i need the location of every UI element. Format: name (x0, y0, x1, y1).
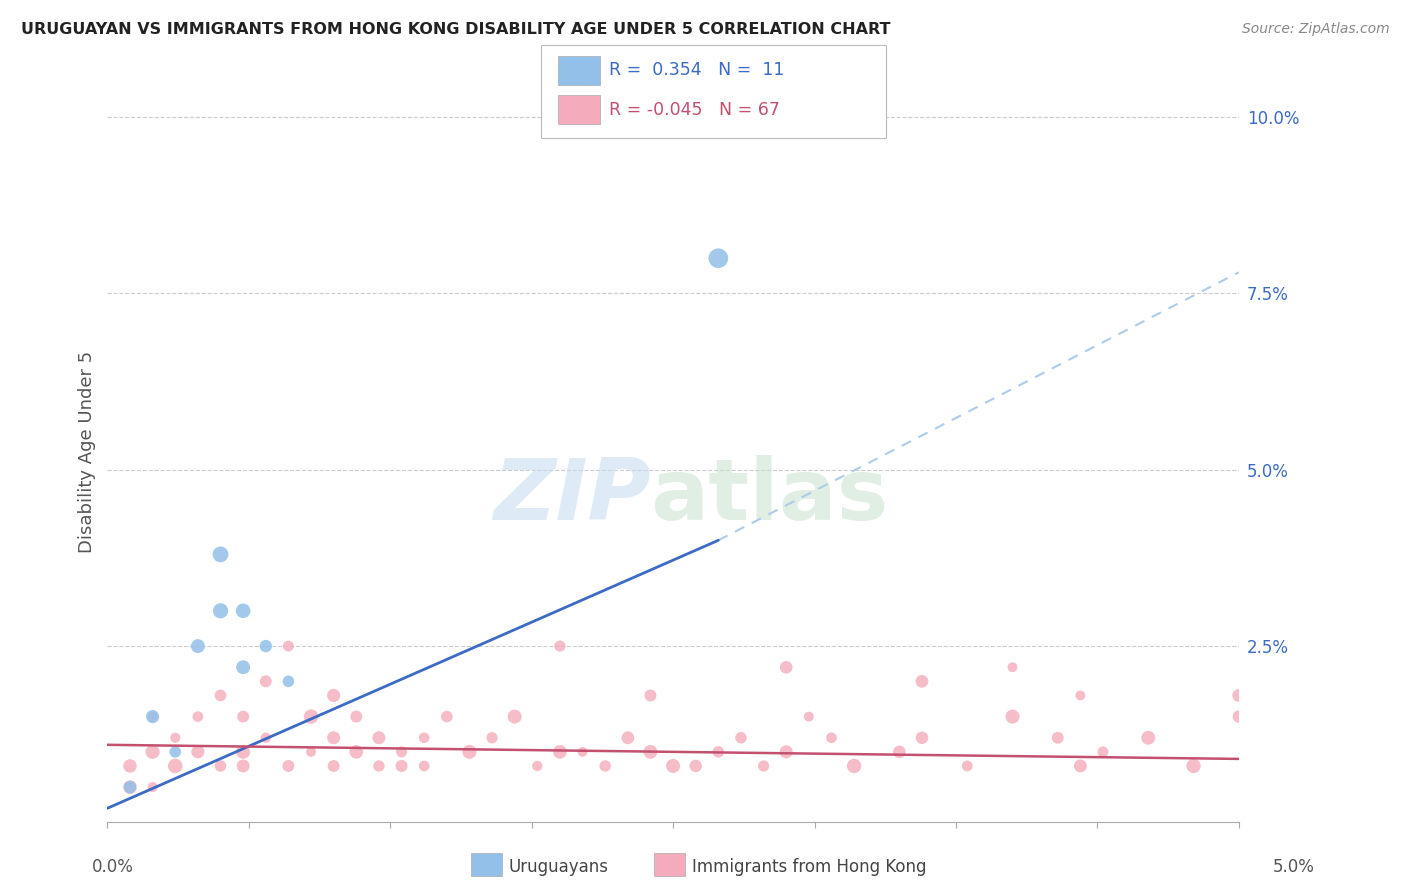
Point (232, 709, 254, 723)
Text: Immigrants from Hong Kong: Immigrants from Hong Kong (692, 858, 927, 876)
Text: atlas: atlas (651, 455, 889, 538)
Point (911, 674, 934, 689)
Point (165, 745, 187, 759)
Point (232, 759, 254, 773)
Point (187, 709, 209, 723)
Point (299, 709, 322, 723)
Point (640, 689, 662, 703)
Point (232, 745, 254, 759)
Point (209, 604, 232, 618)
Point (165, 731, 187, 745)
Text: 5.0%: 5.0% (1272, 858, 1315, 876)
Point (344, 709, 367, 723)
Point (662, 759, 685, 773)
Point (277, 759, 299, 773)
Point (118, 780, 141, 794)
Point (481, 731, 503, 745)
Point (1046, 731, 1069, 745)
Point (1069, 689, 1091, 703)
Point (956, 759, 979, 773)
Point (548, 639, 571, 653)
Point (209, 689, 232, 703)
Point (209, 759, 232, 773)
Point (344, 745, 367, 759)
Point (1092, 745, 1115, 759)
Point (797, 709, 820, 723)
Point (391, 745, 413, 759)
Point (1001, 709, 1024, 723)
Point (187, 639, 209, 653)
Point (436, 709, 458, 723)
Point (142, 709, 165, 723)
Point (254, 639, 277, 653)
Point (1227, 709, 1250, 723)
Point (299, 745, 322, 759)
Point (752, 759, 775, 773)
Text: Source: ZipAtlas.com: Source: ZipAtlas.com (1241, 22, 1389, 37)
Point (277, 639, 299, 653)
Point (367, 759, 389, 773)
Point (548, 745, 571, 759)
Point (707, 251, 730, 265)
Text: 0.0%: 0.0% (91, 858, 134, 876)
Point (254, 731, 277, 745)
Point (1137, 731, 1160, 745)
Point (458, 745, 481, 759)
Point (640, 745, 662, 759)
Text: R =  0.354   N =  11: R = 0.354 N = 11 (609, 62, 785, 79)
Point (367, 731, 389, 745)
Point (142, 745, 165, 759)
Point (322, 689, 344, 703)
Point (1069, 759, 1091, 773)
Point (165, 759, 187, 773)
Point (322, 731, 344, 745)
Point (730, 731, 752, 745)
Point (617, 731, 640, 745)
Point (707, 745, 730, 759)
Point (1001, 660, 1024, 674)
Point (889, 745, 911, 759)
Point (820, 731, 842, 745)
Point (254, 674, 277, 689)
Point (571, 745, 593, 759)
Point (685, 759, 707, 773)
Point (1182, 759, 1205, 773)
Point (842, 759, 865, 773)
Point (775, 660, 797, 674)
Point (413, 759, 436, 773)
Point (503, 709, 526, 723)
Text: R = -0.045   N = 67: R = -0.045 N = 67 (609, 101, 780, 119)
Point (526, 759, 548, 773)
Point (322, 759, 344, 773)
Point (277, 674, 299, 689)
Point (391, 759, 413, 773)
Point (775, 745, 797, 759)
Point (413, 731, 436, 745)
Point (593, 759, 616, 773)
Point (142, 709, 165, 723)
Point (232, 604, 254, 618)
Y-axis label: Disability Age Under 5: Disability Age Under 5 (79, 351, 96, 553)
Point (911, 731, 934, 745)
Point (209, 548, 232, 562)
Point (118, 759, 141, 773)
Point (232, 660, 254, 674)
Point (118, 780, 141, 794)
Text: Uruguayans: Uruguayans (509, 858, 609, 876)
Point (1227, 689, 1250, 703)
Point (187, 745, 209, 759)
Text: ZIP: ZIP (494, 455, 651, 538)
Point (142, 780, 165, 794)
Text: URUGUAYAN VS IMMIGRANTS FROM HONG KONG DISABILITY AGE UNDER 5 CORRELATION CHART: URUGUAYAN VS IMMIGRANTS FROM HONG KONG D… (21, 22, 890, 37)
